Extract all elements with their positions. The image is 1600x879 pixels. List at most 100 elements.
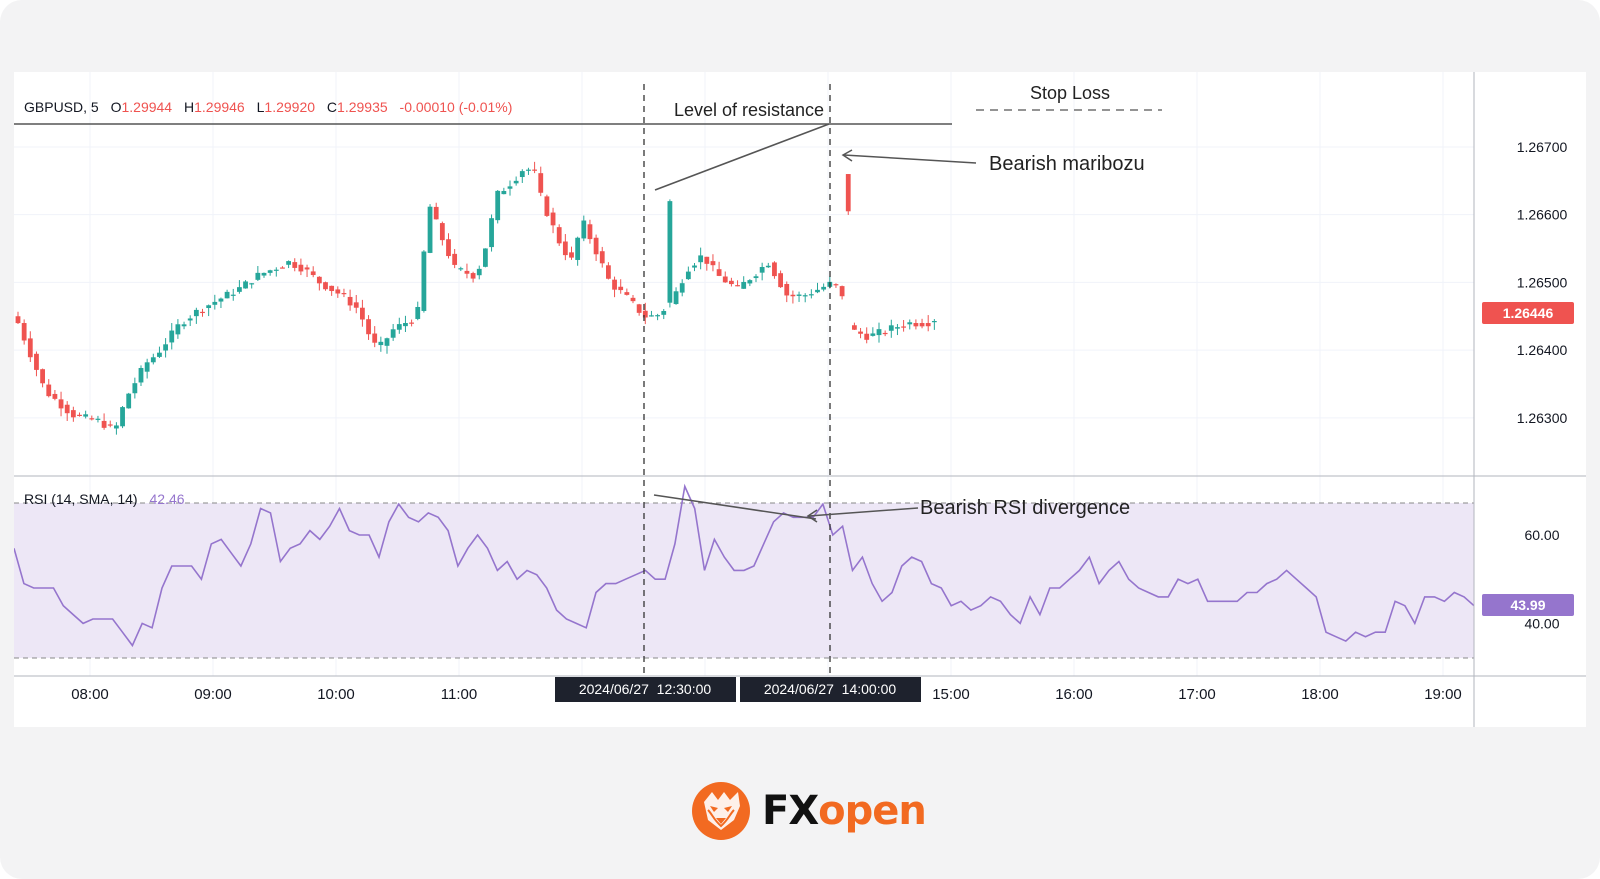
candle-body xyxy=(206,305,212,309)
candle-body xyxy=(538,173,544,193)
candle-body xyxy=(200,311,205,314)
candle-body xyxy=(58,399,64,409)
candle-body xyxy=(587,224,593,240)
candle-body xyxy=(925,323,931,327)
price-axis-label: 1.26600 xyxy=(1517,207,1568,223)
candle-body xyxy=(581,220,587,239)
candle-body xyxy=(821,286,827,290)
candle-body xyxy=(507,186,513,189)
candle-body xyxy=(384,338,390,346)
candle-body xyxy=(562,241,568,256)
legend-low: 1.29920 xyxy=(264,99,315,115)
candle-body xyxy=(606,265,611,279)
candle-body xyxy=(273,269,279,271)
candle-body xyxy=(519,171,525,178)
time-axis-label: 17:00 xyxy=(1178,686,1216,703)
candle-body xyxy=(15,316,21,324)
candle-body xyxy=(778,273,783,288)
maribozu-label: Bearish maribozu xyxy=(989,153,1145,175)
candle-body xyxy=(864,333,870,340)
candle-body xyxy=(556,227,562,244)
candle-body xyxy=(169,330,175,343)
cursor-time-label-1: 2024/06/27 12:30:00 xyxy=(579,681,712,697)
resistance-label: Level of resistance xyxy=(674,100,824,120)
candle-body xyxy=(403,323,408,327)
time-axis-label: 19:00 xyxy=(1424,686,1462,703)
candle-body xyxy=(163,344,168,351)
candle-body xyxy=(187,318,193,321)
candle-body xyxy=(458,268,464,270)
candle-body xyxy=(716,269,722,276)
rsi-legend: RSI (14, SMA, 14) 42.46 xyxy=(24,491,185,507)
candle-body xyxy=(722,276,728,283)
candle-body xyxy=(495,190,501,221)
candle-body xyxy=(618,286,624,291)
divergence-label: Bearish RSI divergence xyxy=(920,497,1130,519)
candle-body xyxy=(446,239,451,257)
price-axis-label: 1.26300 xyxy=(1517,410,1568,426)
price-higher-high-line xyxy=(654,123,830,191)
candle-body xyxy=(544,196,550,216)
rsi-axis: 60.00 40.00 xyxy=(1524,527,1559,631)
candle-body xyxy=(243,281,248,289)
candle-body xyxy=(784,283,790,296)
candle-body xyxy=(212,301,218,305)
legend-high: 1.29946 xyxy=(194,99,245,115)
candle-body xyxy=(526,169,531,171)
candle-body xyxy=(366,319,371,335)
candle-body xyxy=(630,297,636,302)
candle-body xyxy=(599,251,605,264)
candle-body xyxy=(372,333,378,343)
time-axis-label: 11:00 xyxy=(441,686,477,703)
candle-body xyxy=(286,261,291,265)
fxopen-wordmark: FXopen xyxy=(762,788,927,834)
candle-body xyxy=(120,407,125,427)
candle-body xyxy=(839,286,845,297)
candle-body xyxy=(796,294,802,296)
legend-open-label: O xyxy=(111,99,122,115)
divergence-arrowhead xyxy=(806,509,818,523)
price-axis-label: 1.26500 xyxy=(1517,274,1568,290)
chart-legend: GBPUSD, 5 O1.29944 H1.29946 L1.29920 C1.… xyxy=(24,99,512,115)
rsi-legend-label: RSI (14, SMA, 14) xyxy=(24,491,138,507)
candle-body xyxy=(759,267,765,273)
time-axis-label: 16:00 xyxy=(1055,686,1093,703)
candle-body xyxy=(815,289,820,293)
candle-body xyxy=(833,284,839,286)
legend-close-label: C xyxy=(327,99,337,115)
candle-body xyxy=(667,201,673,303)
candle-body xyxy=(267,270,273,273)
candle-body xyxy=(741,281,747,289)
candle-body xyxy=(335,289,341,294)
candle-body xyxy=(126,393,132,409)
candle-body xyxy=(729,280,734,285)
candle-body xyxy=(919,323,925,327)
candle-body xyxy=(575,237,581,260)
candle-body xyxy=(532,169,537,171)
rsi-line xyxy=(13,483,1475,648)
current-rsi-bg xyxy=(1482,594,1574,616)
candle-body xyxy=(341,293,347,295)
candle-body xyxy=(673,291,679,305)
time-axis-label: 15:00 xyxy=(932,686,970,703)
candle-body xyxy=(888,325,894,331)
candle-body xyxy=(624,292,630,295)
candle-body xyxy=(772,262,777,277)
rsi-lower-high-line xyxy=(653,494,817,520)
candle-body xyxy=(661,310,667,315)
candle-body xyxy=(396,324,402,330)
candle-body xyxy=(476,268,482,276)
candle-body xyxy=(876,329,882,336)
candle-body xyxy=(421,251,427,311)
candle-body xyxy=(390,329,396,338)
candle-body xyxy=(569,252,574,258)
rsi-axis-label: 40.00 xyxy=(1524,615,1559,631)
cursor-time-label-2: 2024/06/27 14:00:00 xyxy=(764,681,897,697)
legend-symbol: GBPUSD, 5 xyxy=(24,99,99,115)
candle-body xyxy=(470,273,476,279)
candlestick-chart[interactable]: GBPUSD, 5 O1.29944 H1.29946 L1.29920 C1.… xyxy=(13,72,1586,727)
current-price-tag: 1.26446 xyxy=(1482,302,1574,324)
current-price-value: 1.26446 xyxy=(1503,305,1554,321)
candle-body xyxy=(852,325,857,330)
candle-body xyxy=(40,369,45,384)
